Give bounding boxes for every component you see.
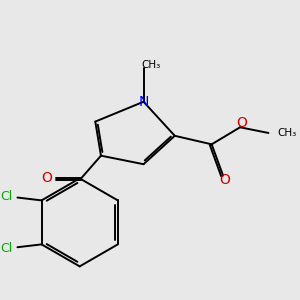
Text: Cl: Cl <box>0 242 12 255</box>
Text: O: O <box>236 116 247 130</box>
Text: CH₃: CH₃ <box>141 60 160 70</box>
Text: Cl: Cl <box>0 190 12 202</box>
Text: O: O <box>42 171 52 185</box>
Text: N: N <box>138 95 149 109</box>
Text: CH₃: CH₃ <box>277 128 296 138</box>
Text: O: O <box>219 173 230 187</box>
